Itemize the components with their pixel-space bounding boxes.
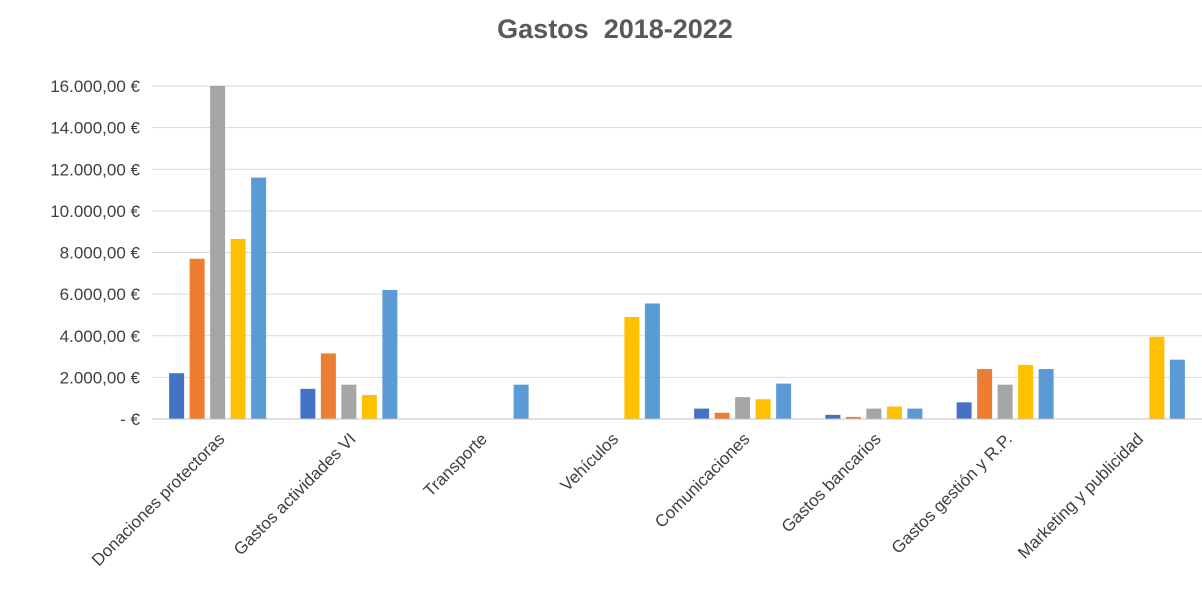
x-category-label: Gastos gestión y R.P.	[888, 429, 1016, 557]
bar	[1038, 369, 1054, 419]
x-category-label: Marketing y publicidad	[1014, 429, 1147, 562]
y-tick-label: 12.000,00 €	[50, 160, 140, 179]
bar	[694, 408, 710, 419]
bar	[956, 402, 972, 419]
y-axis-tick-labels: - € 2.000,00 € 4.000,00 € 6.000,00 € 8.000,0…	[50, 77, 140, 429]
x-category-label: Gastos bancarios	[778, 429, 885, 536]
bar	[866, 408, 882, 419]
chart-title: Gastos 2018-2022	[497, 14, 733, 44]
bar	[1018, 364, 1034, 419]
bar	[513, 384, 529, 419]
bar	[845, 416, 861, 419]
bar	[230, 238, 246, 419]
x-category-label: Transporte	[420, 429, 491, 500]
bar	[776, 383, 792, 419]
bar	[1149, 336, 1165, 419]
y-tick-label: 14.000,00 €	[50, 119, 140, 138]
bar	[1169, 359, 1185, 419]
bar	[251, 177, 267, 419]
x-category-label: Comunicaciones	[651, 429, 753, 531]
x-category-label: Gastos actividades VI	[230, 429, 360, 559]
x-category-label: Donaciones protectoras	[88, 429, 228, 569]
bar	[907, 408, 923, 419]
bar	[977, 369, 993, 419]
y-tick-label: 10.000,00 €	[50, 202, 140, 221]
y-tick-label: 16.000,00 €	[50, 77, 140, 96]
bar	[169, 373, 185, 419]
bar	[997, 384, 1013, 419]
bar	[624, 317, 640, 419]
bar	[382, 289, 398, 419]
y-tick-label: 6.000,00 €	[60, 285, 141, 304]
y-tick-label: 8.000,00 €	[60, 244, 141, 263]
bar	[320, 353, 336, 419]
bar	[300, 388, 316, 419]
bar	[341, 384, 357, 419]
bar	[210, 86, 226, 419]
gridlines	[152, 85, 1202, 378]
y-tick-label: - €	[120, 410, 140, 429]
y-tick-label: 2.000,00 €	[60, 368, 141, 387]
bar	[714, 412, 730, 419]
bar	[886, 406, 902, 419]
y-tick-label: 4.000,00 €	[60, 327, 141, 346]
bar	[825, 414, 841, 419]
bar	[189, 258, 205, 419]
bar	[644, 303, 660, 419]
bar	[735, 397, 751, 419]
bar	[755, 399, 771, 419]
x-category-label: Vehículos	[557, 429, 623, 495]
bar	[361, 395, 377, 419]
x-axis-category-labels: Donaciones protectoras Gastos actividades…	[88, 429, 1147, 569]
bars	[169, 86, 1185, 419]
